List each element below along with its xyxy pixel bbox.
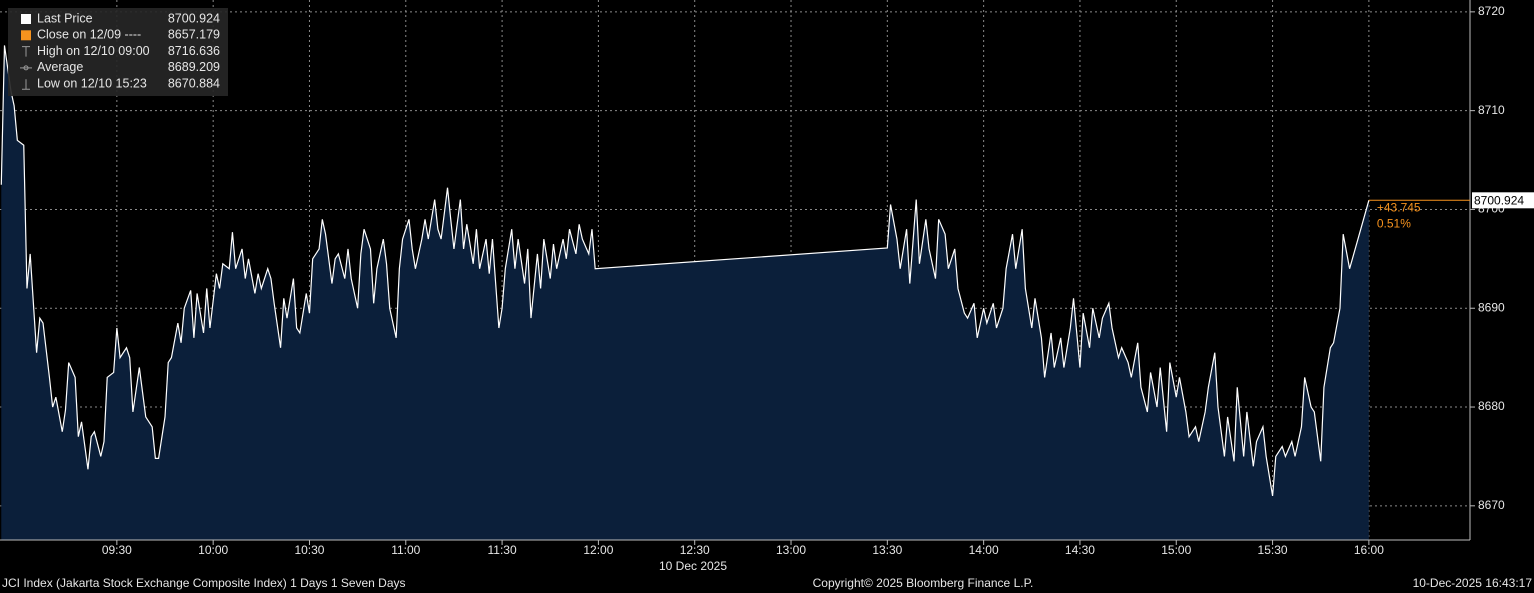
last-price-tag — [1472, 192, 1534, 209]
x-tick-label: 15:30 — [1258, 543, 1288, 557]
legend-label: Last Price — [37, 11, 93, 25]
legend-label: Average — [37, 60, 83, 74]
x-tick-label: 13:00 — [776, 543, 806, 557]
legend-value: 8689.209 — [168, 60, 220, 74]
x-tick-label: 10:30 — [294, 543, 324, 557]
x-tick-label: 11:00 — [391, 543, 420, 557]
y-tick-label: 8680 — [1478, 399, 1505, 413]
x-tick-label: 16:00 — [1354, 543, 1384, 557]
legend-swatch — [21, 14, 31, 24]
change-annotation: 0.51% — [1377, 216, 1411, 230]
change-annotation: +43.745 — [1377, 200, 1421, 214]
legend-label: High on 12/10 09:00 — [37, 44, 150, 58]
last-price-label: 8700.924 — [1474, 193, 1524, 207]
legend-box — [8, 8, 228, 96]
legend-value: 8670.884 — [168, 76, 220, 90]
area-fill — [1, 45, 1369, 540]
x-tick-label: 12:00 — [583, 543, 613, 557]
legend-icon — [22, 79, 30, 90]
legend-label: Low on 12/10 15:23 — [37, 76, 147, 90]
y-tick-label: 8670 — [1478, 498, 1505, 512]
x-tick-label: 09:30 — [102, 543, 132, 557]
y-tick-label: 8690 — [1478, 300, 1505, 314]
legend-value: 8657.179 — [168, 28, 220, 42]
x-tick-label: 15:00 — [1161, 543, 1191, 557]
x-tick-label: 12:30 — [680, 543, 710, 557]
x-tick-label: 13:30 — [872, 543, 902, 557]
legend-label: Close on 12/09 ---- — [37, 28, 141, 42]
x-axis-date: 10 Dec 2025 — [659, 559, 727, 573]
price-line — [0, 45, 1370, 497]
x-tick-label: 10:00 — [198, 543, 228, 557]
legend-icon — [23, 65, 29, 71]
footer-right: 10-Dec-2025 16:43:17 — [1413, 576, 1533, 590]
legend-value: 8700.924 — [168, 11, 220, 25]
legend-value: 8716.636 — [168, 44, 220, 58]
x-tick-label: 14:30 — [1065, 543, 1095, 557]
footer-center: Copyright© 2025 Bloomberg Finance L.P. — [813, 576, 1034, 590]
legend-icon — [22, 46, 30, 57]
y-tick-label: 8720 — [1478, 4, 1505, 18]
legend-swatch — [21, 30, 31, 41]
legend: Last Price 8700.924 Close on 12/09 ---- 865… — [8, 8, 228, 96]
x-tick-label: 14:00 — [969, 543, 999, 557]
x-tick-label: 11:30 — [488, 543, 517, 557]
y-tick-label: 8710 — [1478, 103, 1505, 117]
footer-left: JCI Index (Jakarta Stock Exchange Compos… — [2, 576, 406, 590]
